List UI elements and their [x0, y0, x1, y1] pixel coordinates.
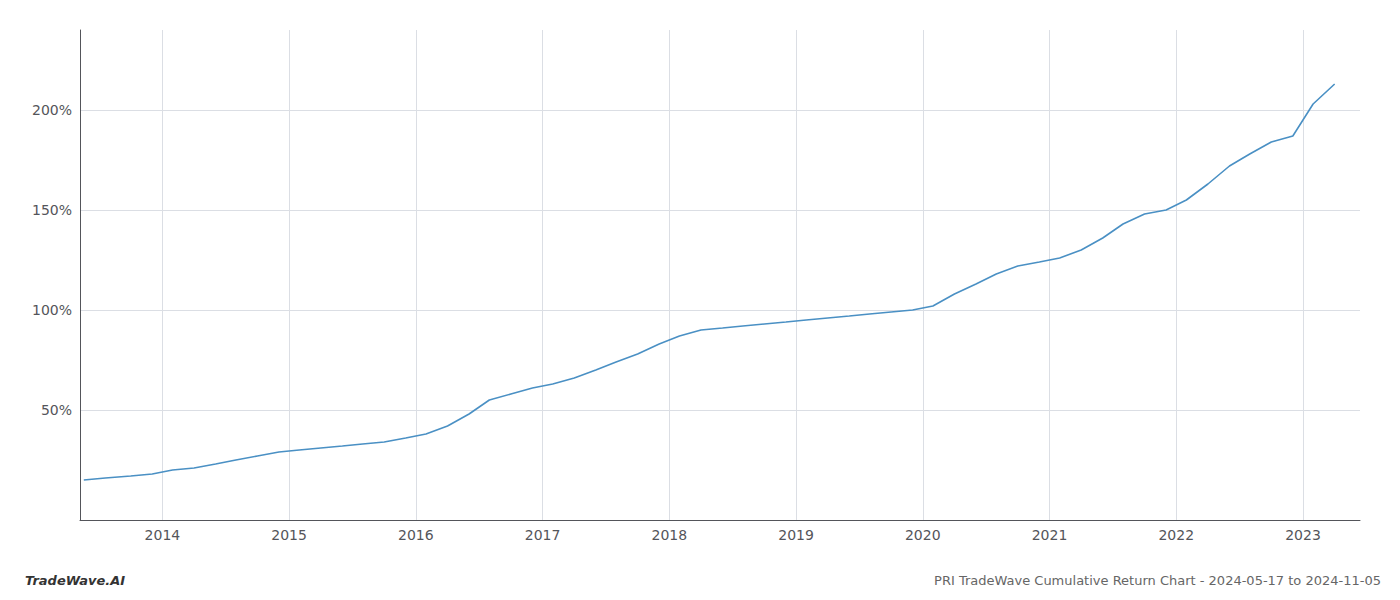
svg-text:2022: 2022: [1158, 527, 1194, 543]
svg-text:2021: 2021: [1032, 527, 1068, 543]
svg-text:2018: 2018: [651, 527, 687, 543]
svg-text:2014: 2014: [145, 527, 181, 543]
svg-text:2019: 2019: [778, 527, 814, 543]
svg-text:2016: 2016: [398, 527, 434, 543]
svg-text:2017: 2017: [525, 527, 561, 543]
svg-text:200%: 200%: [32, 102, 72, 118]
svg-text:2020: 2020: [905, 527, 941, 543]
svg-text:150%: 150%: [32, 202, 72, 218]
svg-text:50%: 50%: [41, 402, 72, 418]
svg-text:PRI TradeWave Cumulative Retur: PRI TradeWave Cumulative Return Chart - …: [934, 573, 1381, 588]
svg-text:TradeWave.AI: TradeWave.AI: [25, 573, 125, 588]
svg-text:2015: 2015: [271, 527, 307, 543]
svg-text:100%: 100%: [32, 302, 72, 318]
svg-text:2023: 2023: [1285, 527, 1321, 543]
